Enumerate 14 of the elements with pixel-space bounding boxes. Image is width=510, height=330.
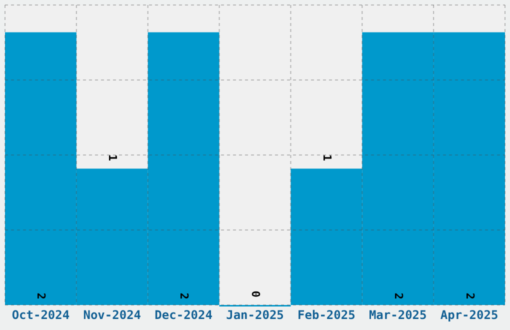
x-tick-label: Nov-2024 <box>83 308 142 322</box>
data-label: 1 <box>106 154 120 162</box>
data-label: 1 <box>320 154 334 162</box>
x-tick-label: Feb-2025 <box>298 308 356 322</box>
data-label: 0 <box>248 290 262 298</box>
x-tick-label: Dec-2024 <box>154 308 212 322</box>
x-tick-label: Apr-2025 <box>440 308 498 322</box>
x-tick-label: Jan-2025 <box>226 308 284 322</box>
data-label: 2 <box>392 292 405 300</box>
data-label: 2 <box>463 292 476 300</box>
data-label: 2 <box>178 292 191 300</box>
x-tick-label: Mar-2025 <box>368 308 427 322</box>
data-label: 2 <box>34 292 48 300</box>
x-tick-label: Oct-2024 <box>12 308 70 322</box>
